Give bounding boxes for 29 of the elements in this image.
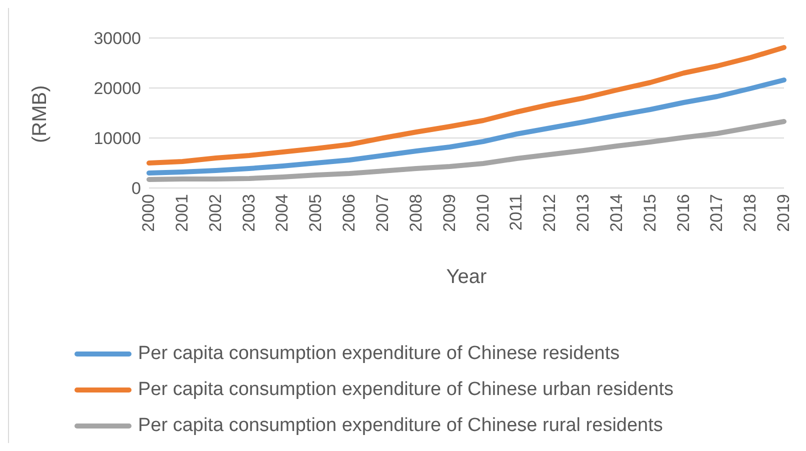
x-tick-label: 2012 [540,194,560,232]
x-tick-label: 2009 [440,194,459,232]
legend-label: Per capita consumption expenditure of Chinese urban residents [138,379,674,401]
x-tick-label: 2008 [406,194,426,232]
x-tick-label: 2013 [574,194,593,232]
x-tick-label: 2007 [373,194,392,232]
x-tick-label: 2010 [473,194,492,232]
y-tick-label: 20000 [94,79,141,98]
x-tick-label: 2016 [674,194,693,232]
x-axis-title: Year [446,266,488,288]
x-tick-label: 2004 [272,194,292,232]
legend-label: Per capita consumption expenditure of Chinese residents [138,343,620,365]
y-tick-label: 0 [132,179,141,198]
x-tick-label: 2001 [172,194,192,232]
legend-label: Per capita consumption expenditure of Chinese rural residents [138,415,663,437]
x-tick-label: 2006 [340,194,359,232]
y-tick-label: 30000 [94,29,141,48]
x-tick-label: 2018 [740,194,760,232]
y-tick-label: 10000 [94,129,141,148]
x-tick-label: 2002 [206,194,225,232]
x-tick-label: 2015 [640,194,660,232]
x-tick-label: 2005 [306,194,326,232]
x-tick-label: 2011 [506,194,526,231]
x-tick-label: 2000 [139,194,158,232]
x-tick-label: 2017 [707,194,726,232]
y-axis-title: (RMB) [29,85,52,143]
x-tick-label: 2019 [774,194,794,232]
x-tick-label: 2003 [239,194,258,232]
x-tick-label: 2014 [606,194,626,232]
